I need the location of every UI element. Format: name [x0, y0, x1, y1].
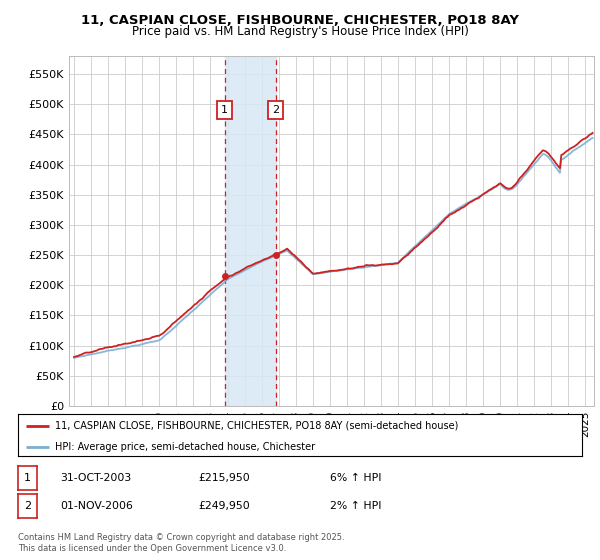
Bar — [224, 56, 276, 406]
Text: 2: 2 — [24, 501, 31, 511]
Text: 6% ↑ HPI: 6% ↑ HPI — [330, 473, 382, 483]
Text: Price paid vs. HM Land Registry's House Price Index (HPI): Price paid vs. HM Land Registry's House … — [131, 25, 469, 38]
Text: 11, CASPIAN CLOSE, FISHBOURNE, CHICHESTER, PO18 8AY (semi-detached house): 11, CASPIAN CLOSE, FISHBOURNE, CHICHESTE… — [55, 421, 458, 431]
Text: £249,950: £249,950 — [198, 501, 250, 511]
Text: 2: 2 — [272, 105, 280, 115]
Text: 2% ↑ HPI: 2% ↑ HPI — [330, 501, 382, 511]
Text: 01-NOV-2006: 01-NOV-2006 — [60, 501, 133, 511]
Text: 31-OCT-2003: 31-OCT-2003 — [60, 473, 131, 483]
Text: HPI: Average price, semi-detached house, Chichester: HPI: Average price, semi-detached house,… — [55, 442, 315, 452]
Text: 11, CASPIAN CLOSE, FISHBOURNE, CHICHESTER, PO18 8AY: 11, CASPIAN CLOSE, FISHBOURNE, CHICHESTE… — [81, 14, 519, 27]
Text: £215,950: £215,950 — [198, 473, 250, 483]
Text: 1: 1 — [24, 473, 31, 483]
Text: Contains HM Land Registry data © Crown copyright and database right 2025.
This d: Contains HM Land Registry data © Crown c… — [18, 533, 344, 553]
Text: 1: 1 — [221, 105, 228, 115]
